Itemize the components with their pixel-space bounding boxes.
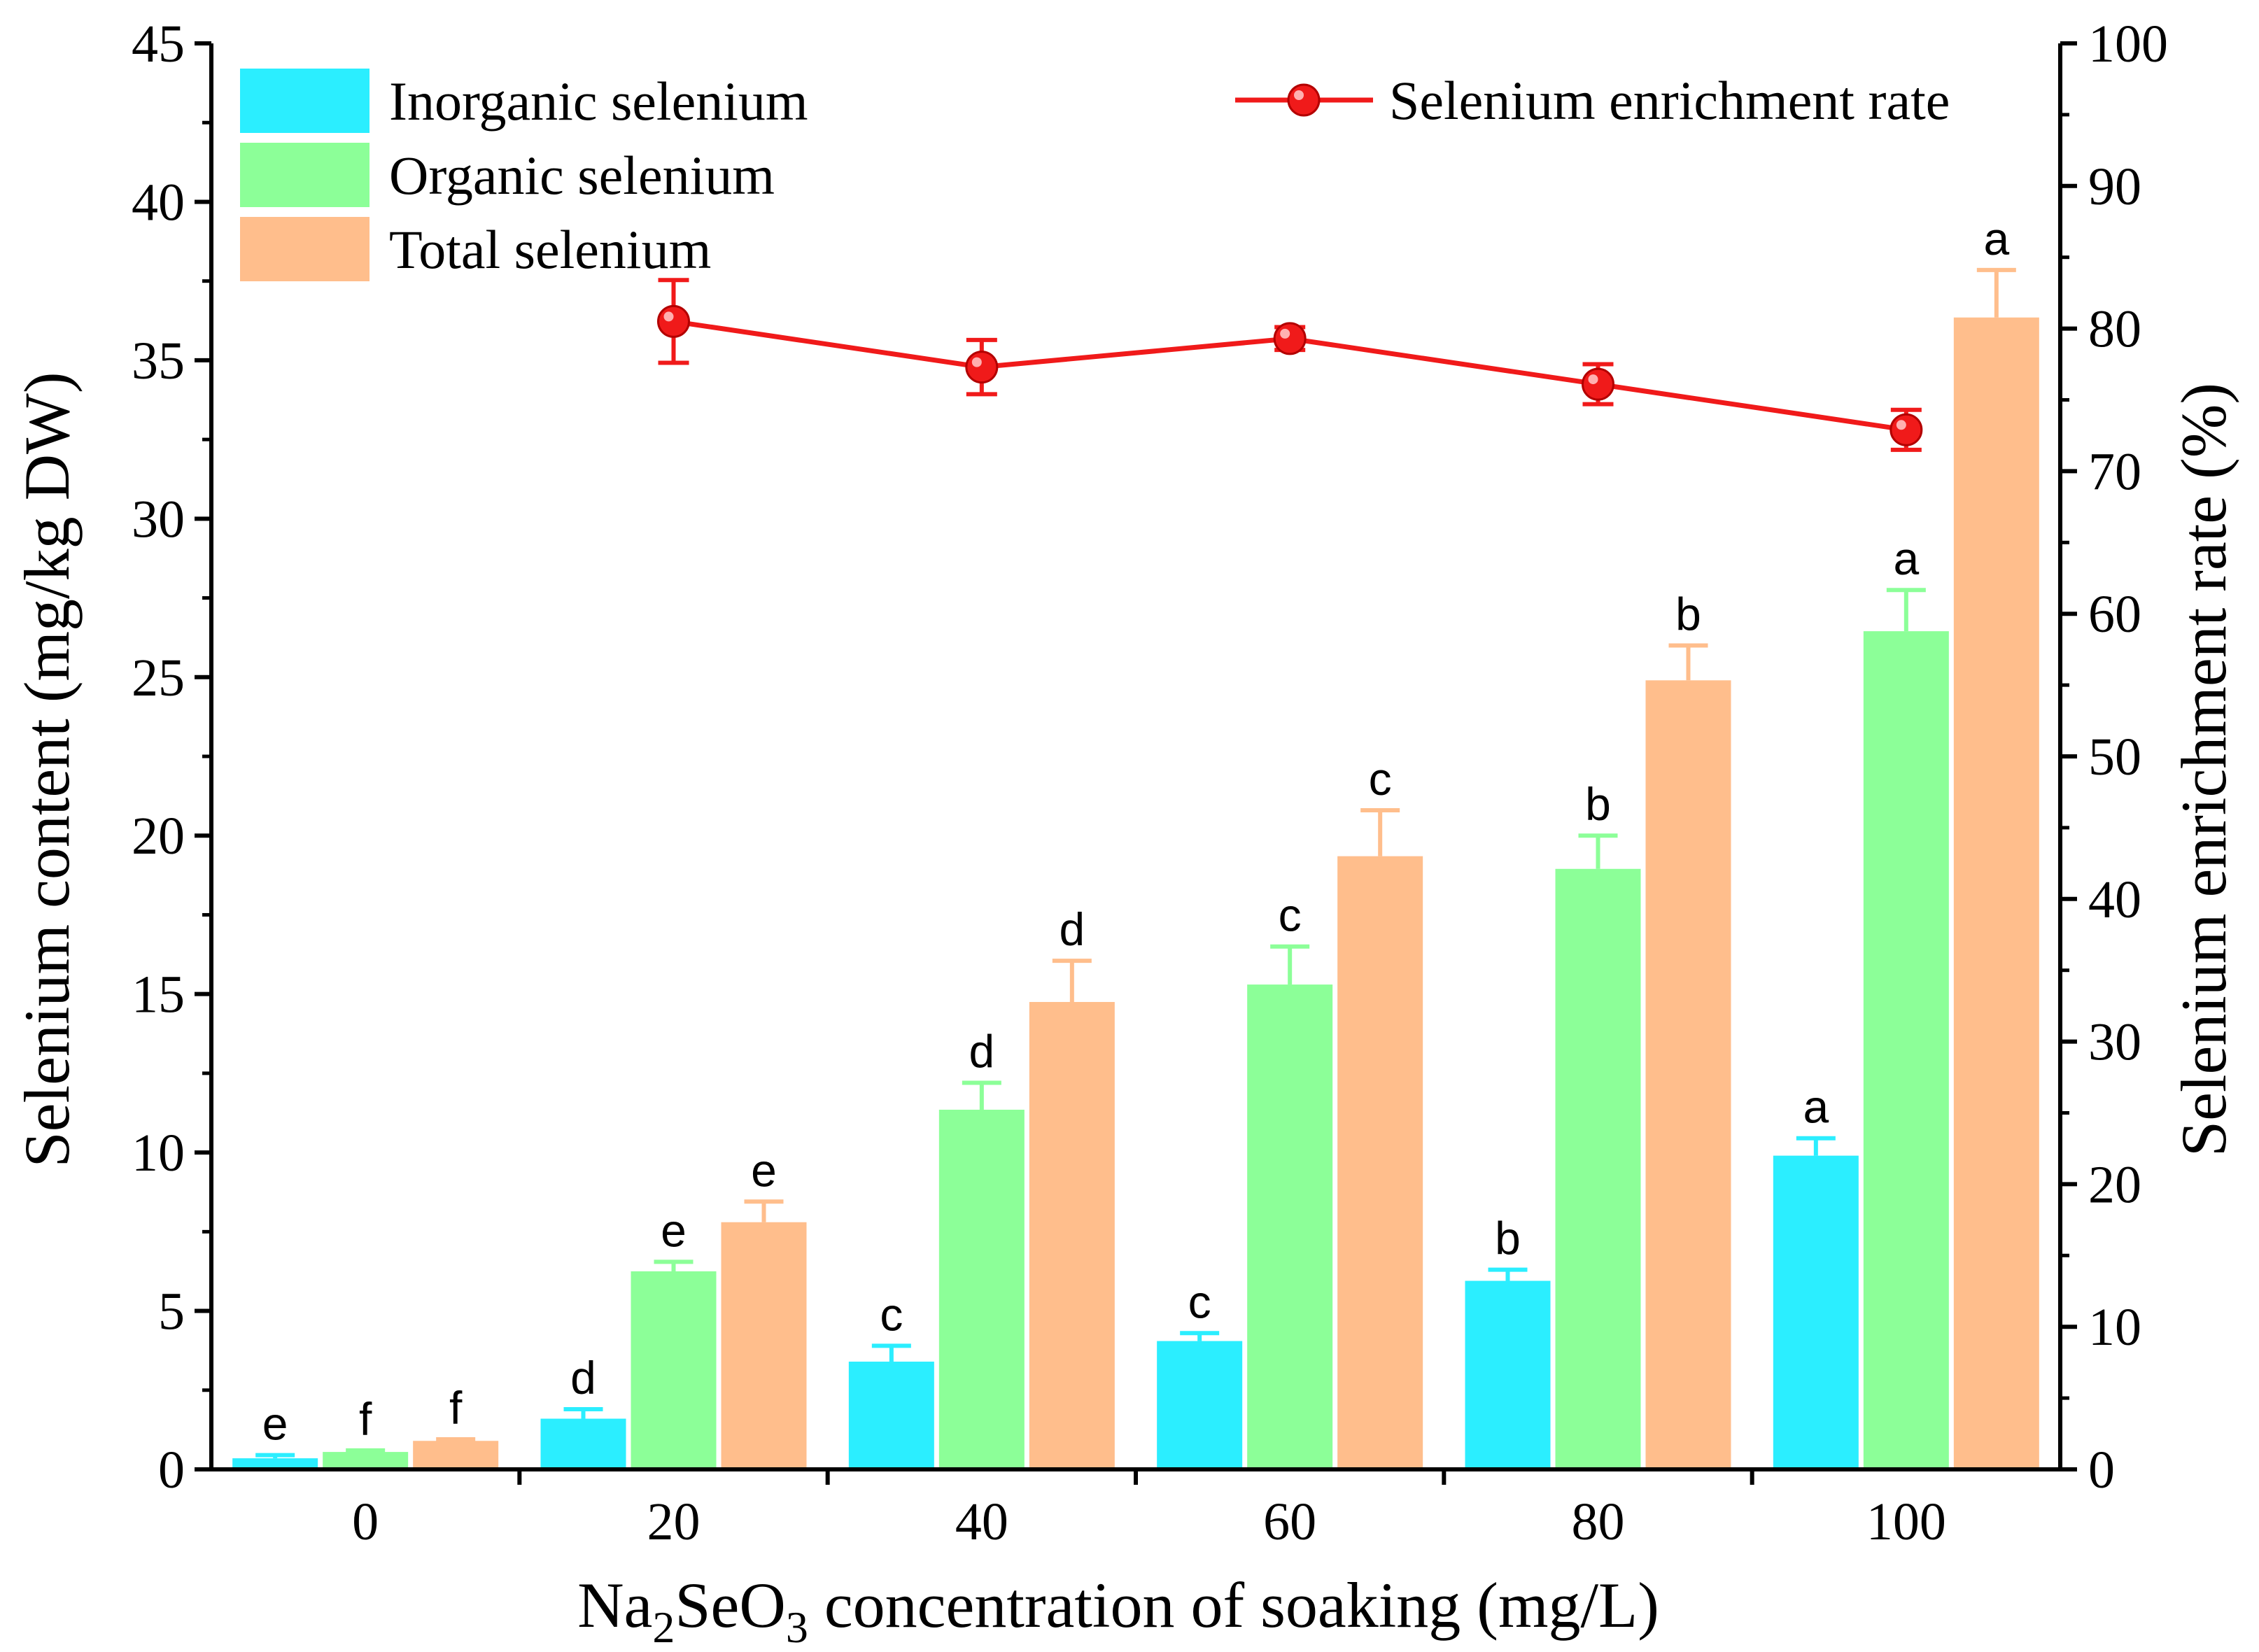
x-label-part-rest: concentration of soaking (mg/L) — [808, 1569, 1659, 1641]
right-y-axis-label: Selenium enrichment rate (%) — [2168, 383, 2239, 1157]
x-label-subscript-2: 2 — [652, 1602, 675, 1652]
line-point — [965, 351, 999, 384]
line-point — [657, 304, 690, 338]
legend-line-label: Selenium enrichment rate — [1389, 70, 1950, 131]
x-axis-ticks: 0 20 40 60 80 100 — [352, 1469, 1946, 1551]
legend-line-marker — [1287, 83, 1321, 117]
y-tick-label: 30 — [132, 490, 185, 549]
bar — [413, 1441, 499, 1469]
significance-letter: a — [1803, 1081, 1829, 1133]
line-point — [1273, 322, 1307, 355]
y2-tick-label: 50 — [2088, 728, 2141, 786]
bar — [232, 1458, 318, 1469]
y-tick-label: 20 — [132, 807, 185, 866]
bar — [721, 1222, 807, 1469]
x-axis-label: Na2SeO3 concentration of soaking (mg/L) — [577, 1569, 1659, 1652]
y-tick-label: 5 — [158, 1283, 185, 1341]
significance-letter: b — [1585, 778, 1611, 830]
legend: Inorganic selenium Organic selenium Total … — [240, 69, 1950, 281]
significance-letter: c — [1188, 1276, 1211, 1327]
y2-tick-label: 60 — [2088, 585, 2141, 644]
significance-letters: e d c c b a f e d c b a f e d c b a — [262, 213, 2010, 1450]
significance-letter: e — [751, 1144, 777, 1196]
significance-letter: f — [359, 1393, 372, 1445]
bar — [1029, 1001, 1115, 1469]
legend-label: Inorganic selenium — [389, 71, 808, 132]
bar — [323, 1452, 409, 1469]
line-point-highlight — [1280, 328, 1290, 339]
significance-letter: d — [969, 1025, 994, 1077]
y2-tick-label: 30 — [2088, 1013, 2141, 1072]
significance-letter: b — [1675, 588, 1701, 640]
bar — [631, 1271, 717, 1469]
significance-letter: e — [661, 1204, 687, 1256]
legend-line-marker-highlight — [1294, 90, 1304, 100]
y-tick-label: 10 — [132, 1124, 185, 1182]
bar — [938, 1109, 1025, 1469]
bar — [1157, 1341, 1243, 1469]
y-tick-label: 25 — [132, 649, 185, 707]
significance-letter: c — [1279, 889, 1302, 941]
significance-letter: c — [1369, 753, 1392, 805]
right-y-axis-ticks: 0 10 20 30 40 50 60 70 80 90 100 — [2060, 15, 2168, 1499]
significance-letter: b — [1495, 1213, 1521, 1264]
y-tick-label: 45 — [132, 15, 185, 73]
bar — [1953, 317, 2039, 1469]
x-label-subscript-3: 3 — [786, 1602, 808, 1652]
y2-tick-label: 90 — [2088, 157, 2141, 216]
legend-swatch — [240, 143, 370, 207]
significance-letter: a — [1983, 213, 2009, 264]
y2-tick-label: 100 — [2088, 15, 2168, 73]
legend-swatch — [240, 69, 370, 133]
y2-tick-label: 0 — [2088, 1441, 2115, 1499]
bar — [1555, 868, 1641, 1469]
bar — [1645, 680, 1731, 1469]
bar — [1863, 631, 1949, 1469]
bar — [1337, 856, 1423, 1469]
y-tick-label: 35 — [132, 332, 185, 390]
x-tick-label: 80 — [1572, 1492, 1625, 1551]
y2-tick-label: 70 — [2088, 442, 2141, 501]
y2-tick-label: 10 — [2088, 1298, 2141, 1357]
significance-letter: c — [880, 1288, 903, 1340]
bar-error-bars — [255, 267, 2016, 1459]
legend-label: Organic selenium — [389, 145, 775, 206]
legend-label: Total selenium — [389, 219, 711, 280]
enrichment-rate-line — [657, 278, 1923, 452]
bar — [1773, 1155, 1859, 1469]
significance-letter: f — [449, 1382, 463, 1434]
bar — [1465, 1280, 1551, 1469]
x-label-part-na: Na — [577, 1569, 652, 1641]
line-point — [1582, 367, 1614, 401]
significance-letter: a — [1893, 532, 1919, 584]
bar-groups — [232, 317, 2039, 1469]
line-point — [1889, 413, 1923, 446]
bar — [848, 1362, 934, 1469]
significance-letter: d — [1059, 903, 1085, 955]
left-y-axis-ticks: 0 5 10 15 20 25 30 35 40 45 — [132, 15, 211, 1499]
line-point-highlight — [663, 311, 674, 322]
x-tick-label: 100 — [1866, 1492, 1946, 1551]
bar — [540, 1418, 626, 1469]
y-tick-label: 40 — [132, 173, 185, 232]
y2-tick-label: 40 — [2088, 870, 2141, 929]
line-point-highlight — [1896, 420, 1906, 430]
x-tick-label: 20 — [647, 1492, 701, 1551]
bar — [1247, 984, 1333, 1469]
x-tick-label: 40 — [955, 1492, 1008, 1551]
legend-swatch — [240, 217, 370, 281]
x-label-part-seo: SeO — [675, 1569, 785, 1641]
line-point-highlight — [1588, 374, 1598, 385]
line-point-highlight — [971, 357, 982, 367]
significance-letter: e — [262, 1398, 288, 1450]
significance-letter: d — [570, 1352, 596, 1404]
y-tick-label: 15 — [132, 966, 185, 1024]
y-tick-label: 0 — [158, 1441, 185, 1499]
x-tick-label: 60 — [1263, 1492, 1316, 1551]
y2-tick-label: 80 — [2088, 300, 2141, 359]
y-axis-label: Selenium content (mg/kg DW) — [11, 372, 83, 1168]
y2-tick-label: 20 — [2088, 1155, 2141, 1214]
x-tick-label: 0 — [352, 1492, 379, 1551]
